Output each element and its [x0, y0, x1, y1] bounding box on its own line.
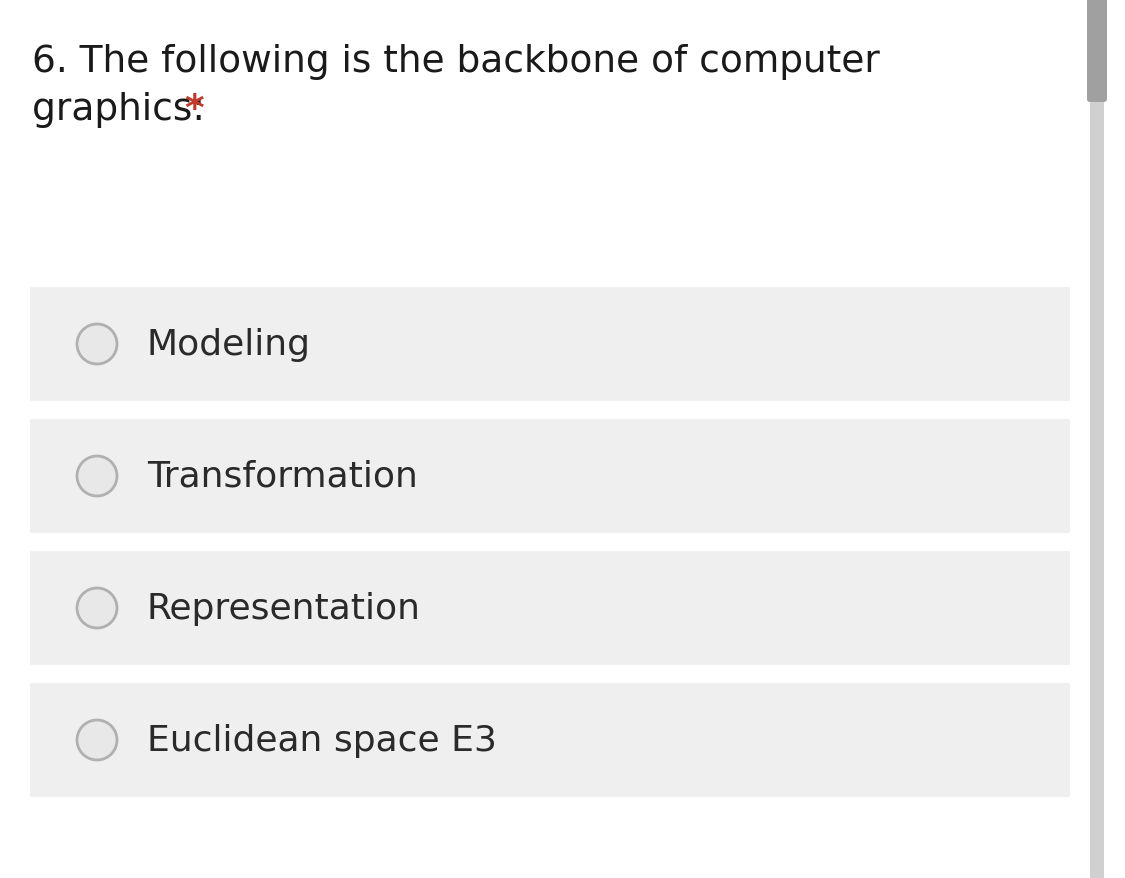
FancyBboxPatch shape — [1090, 0, 1104, 878]
Circle shape — [76, 457, 117, 496]
Text: Representation: Representation — [147, 591, 421, 625]
FancyBboxPatch shape — [30, 551, 1070, 666]
FancyBboxPatch shape — [30, 683, 1070, 797]
FancyBboxPatch shape — [30, 420, 1070, 534]
Text: 6. The following is the backbone of computer: 6. The following is the backbone of comp… — [32, 44, 880, 80]
FancyBboxPatch shape — [1087, 0, 1107, 103]
Circle shape — [76, 325, 117, 364]
Text: Euclidean space E3: Euclidean space E3 — [147, 723, 497, 757]
Circle shape — [76, 588, 117, 629]
FancyBboxPatch shape — [30, 288, 1070, 401]
Text: Transformation: Transformation — [147, 459, 417, 493]
Text: Modeling: Modeling — [147, 327, 310, 362]
Text: graphics:: graphics: — [32, 92, 217, 128]
Text: *: * — [184, 92, 204, 128]
Circle shape — [76, 720, 117, 760]
